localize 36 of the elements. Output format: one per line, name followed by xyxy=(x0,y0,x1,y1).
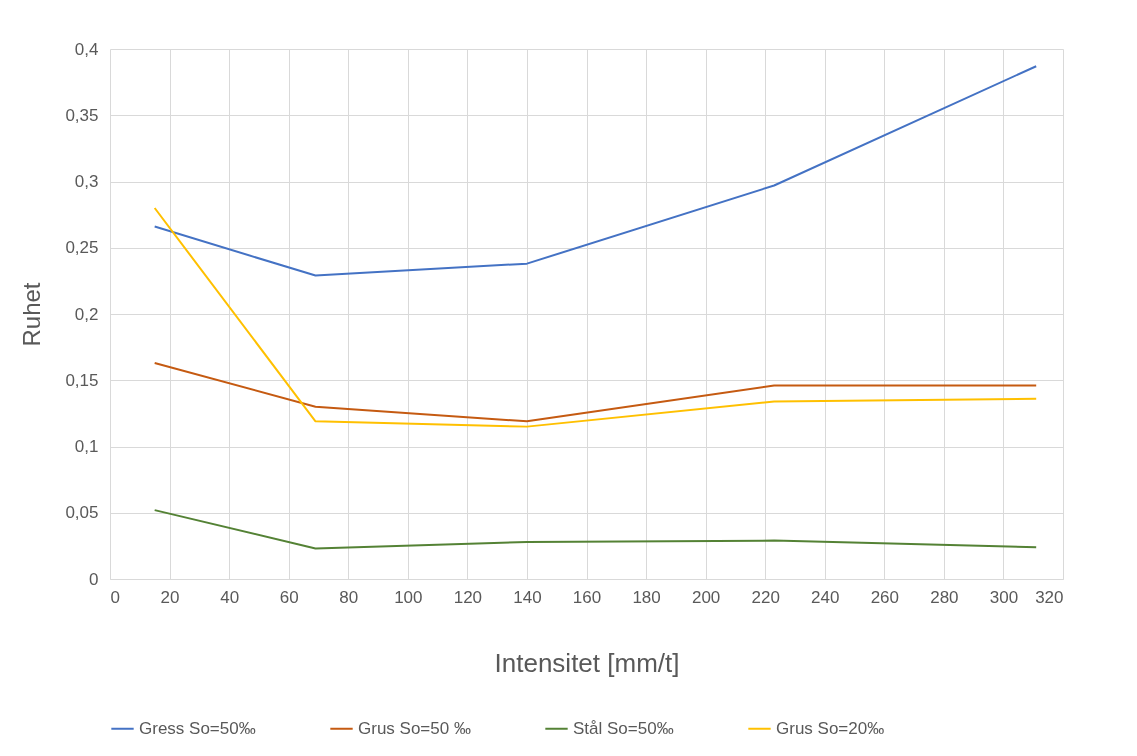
legend-label: Grus So=50 ‰ xyxy=(358,718,471,738)
y-tick-label: 0,1 xyxy=(74,437,99,456)
y-tick-label: 0,35 xyxy=(65,105,99,125)
line-series xyxy=(153,65,1038,277)
x-tick-label: 220 xyxy=(751,587,780,607)
x-tick-label: 240 xyxy=(811,587,840,607)
y-tick-label: 0,2 xyxy=(74,304,99,324)
y-tick-label: 0 xyxy=(89,569,99,589)
legend-label: Stål So=50‰ xyxy=(573,718,674,738)
y-tick-label: 0,25 xyxy=(65,238,99,258)
x-tick-label: 20 xyxy=(160,587,180,607)
legend-label: Grus So=20‰ xyxy=(776,718,885,738)
legend-label: Gress So=50‰ xyxy=(139,718,256,738)
x-tick-label: 180 xyxy=(632,587,661,607)
x-tick-label: 300 xyxy=(989,587,1019,607)
line-series xyxy=(153,362,1038,423)
x-tick-label: 120 xyxy=(453,587,483,607)
x-tick-label: 280 xyxy=(930,587,959,607)
x-tick-label: 0 xyxy=(110,587,120,607)
y-tick-label: 0,4 xyxy=(74,39,99,59)
x-axis-title: Intensitet [mm/t] xyxy=(494,647,680,678)
y-tick-label: 0,3 xyxy=(74,172,99,191)
y-tick-label: 0,15 xyxy=(65,370,99,390)
x-tick-label: 40 xyxy=(220,587,240,607)
x-tick-label: 140 xyxy=(513,587,542,607)
x-tick-label: 60 xyxy=(279,587,299,607)
x-tick-label: 320 xyxy=(1035,587,1064,607)
x-tick-label: 160 xyxy=(572,587,602,607)
x-tick-label: 200 xyxy=(691,587,721,607)
x-tick-label: 100 xyxy=(394,587,423,607)
y-tick-label: 0,05 xyxy=(65,503,99,523)
x-tick-label: 80 xyxy=(339,587,359,607)
line-series xyxy=(153,207,1038,428)
x-tick-label: 260 xyxy=(870,587,899,607)
y-axis-title: Ruhet xyxy=(18,282,46,347)
line-series xyxy=(153,509,1038,550)
